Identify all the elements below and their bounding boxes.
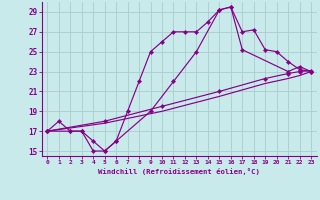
X-axis label: Windchill (Refroidissement éolien,°C): Windchill (Refroidissement éolien,°C) [98, 168, 260, 175]
